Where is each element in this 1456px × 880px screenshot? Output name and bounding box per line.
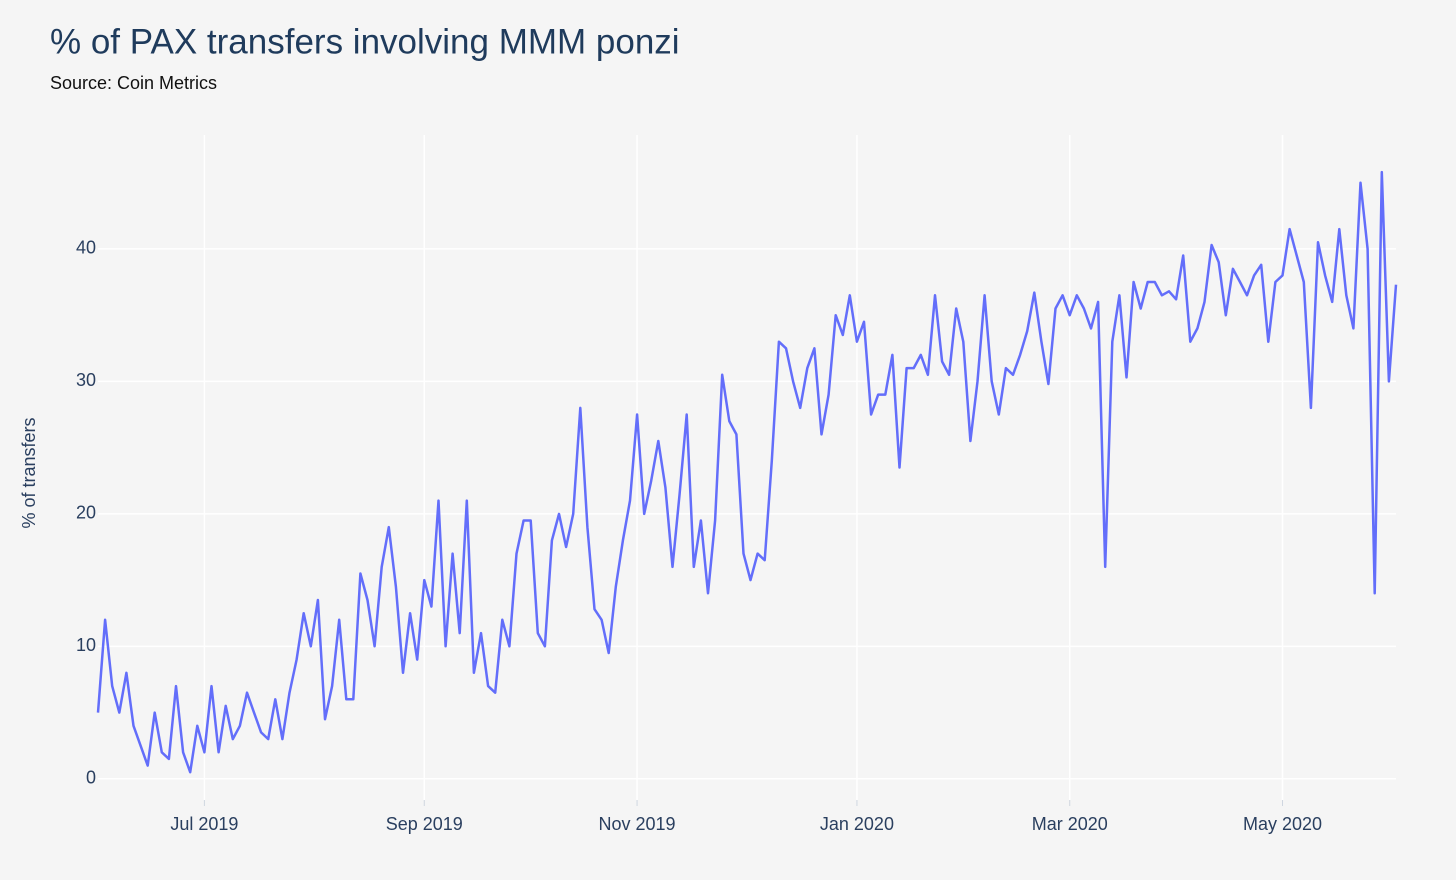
y-tick-label: 40 xyxy=(76,238,96,258)
chart-subtitle: Source: Coin Metrics xyxy=(50,73,217,93)
y-tick-label: 30 xyxy=(76,370,96,390)
y-tick-label: 20 xyxy=(76,503,96,523)
x-tick-label: Sep 2019 xyxy=(386,814,463,834)
x-tick-label: May 2020 xyxy=(1243,814,1322,834)
y-tick-label: 0 xyxy=(86,768,96,788)
chart-title: % of PAX transfers involving MMM ponzi xyxy=(50,22,680,61)
x-tick-label: Mar 2020 xyxy=(1032,814,1108,834)
x-tick-label: Nov 2019 xyxy=(599,814,676,834)
x-tick-label: Jul 2019 xyxy=(170,814,238,834)
y-tick-label: 10 xyxy=(76,635,96,655)
x-tick-label: Jan 2020 xyxy=(820,814,894,834)
data-line xyxy=(96,170,1398,774)
y-axis-title: % of transfers xyxy=(19,417,39,528)
